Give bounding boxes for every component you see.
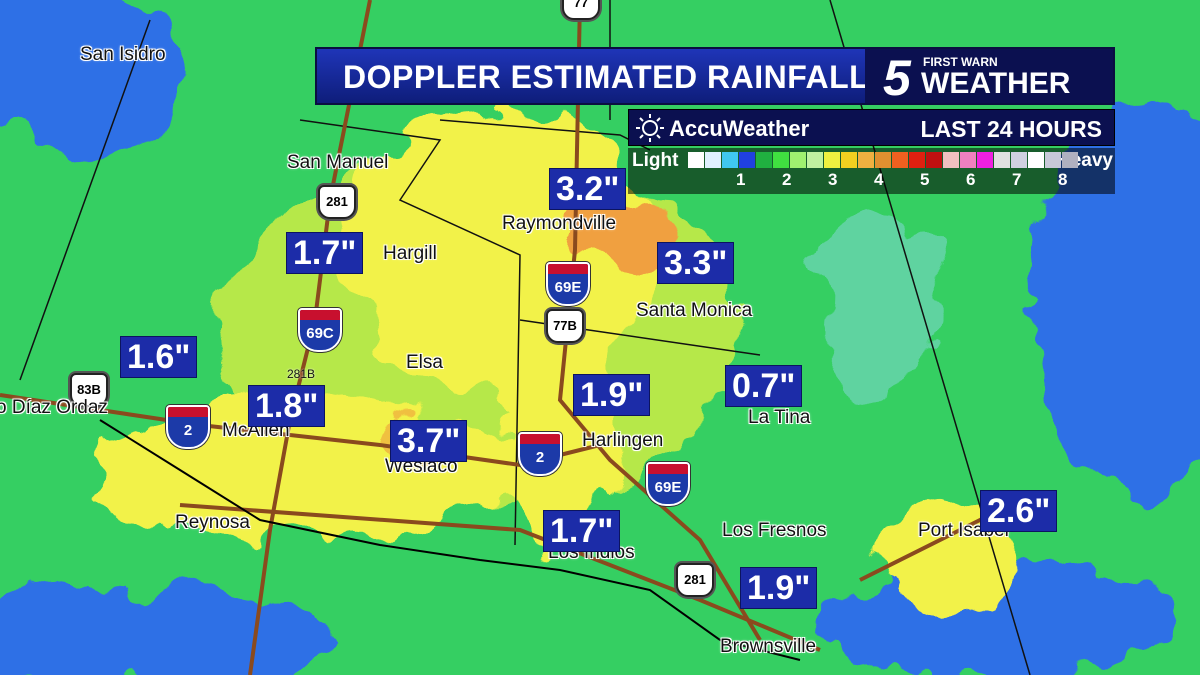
legend-swatch [688, 152, 704, 168]
legend-swatch [994, 152, 1010, 168]
provider: AccuWeather [669, 116, 810, 141]
place-label: Los Fresnos [722, 520, 827, 541]
legend-swatch [756, 152, 772, 168]
interstate-shield: 2 [518, 432, 562, 476]
station-brand: 5 FIRST WARN WEATHER [865, 49, 1113, 106]
place-label: Hargill [383, 243, 437, 264]
place-label: Santa Monica [636, 300, 753, 321]
us-highway-shield: 83B [70, 373, 108, 407]
rainfall-total: 1.9" [740, 567, 818, 609]
legend-swatch [841, 152, 857, 168]
rainfall-total: 1.7" [286, 232, 364, 274]
place-label: La Tina [748, 407, 811, 428]
legend-swatch [705, 152, 721, 168]
period: LAST 24 HOURS [920, 116, 1102, 142]
legend-swatch [926, 152, 942, 168]
legend-tick: 3 [828, 170, 838, 189]
legend-swatch [1062, 152, 1078, 168]
river [99, 419, 801, 661]
legend-swatch [909, 152, 925, 168]
brand-number: 5 [883, 50, 911, 106]
rainfall-total: 3.2" [549, 168, 627, 210]
legend-swatch [807, 152, 823, 168]
place-label: San Isidro [80, 44, 166, 65]
legend-low: Light [632, 150, 679, 171]
legend-swatch [1045, 152, 1061, 168]
brand-tagline: FIRST WARN [923, 55, 998, 69]
sun-logo [636, 114, 664, 142]
place-label: o Díaz Ordaz [0, 397, 108, 418]
legend-swatch [739, 152, 755, 168]
rainfall-total: 1.9" [573, 374, 651, 416]
legend-tick: 6 [966, 170, 976, 189]
legend-swatch [892, 152, 908, 168]
legend-swatch [875, 152, 891, 168]
place-label: Raymondville [502, 213, 617, 234]
interstate-shield: 69E [646, 462, 690, 506]
us-highway-shield: 281 [318, 185, 356, 219]
legend-swatch [722, 152, 738, 168]
place-label: Reynosa [175, 512, 250, 533]
subheader-bar: AccuWeather LAST 24 HOURS [628, 109, 1115, 146]
legend-swatch [790, 152, 806, 168]
rainfall-total: 1.8" [248, 385, 326, 427]
legend-swatch [977, 152, 993, 168]
legend-tick: 8 [1058, 170, 1068, 189]
legend-swatch [773, 152, 789, 168]
brand-word: WEATHER [921, 67, 1071, 100]
legend-tick: 2 [782, 170, 792, 189]
legend-swatch [1028, 152, 1044, 168]
place-label: Brownsville [720, 636, 817, 657]
header-bar: DOPPLER ESTIMATED RAINFALL 5 FIRST WARN … [315, 47, 1115, 106]
us-highway-shield: 77B [546, 309, 584, 343]
legend-tick: 5 [920, 170, 930, 189]
legend-swatch [824, 152, 840, 168]
us-highway-shield: 281 [676, 563, 714, 597]
legend-tick: 1 [736, 170, 746, 189]
legend-swatches [688, 152, 1078, 168]
rainfall-total: 3.7" [390, 420, 468, 462]
rainfall-total: 3.3" [657, 242, 735, 284]
legend-swatch [960, 152, 976, 168]
rainfall-total: 0.7" [725, 365, 803, 407]
legend-tick: 7 [1012, 170, 1022, 189]
legend-tick: 4 [874, 170, 884, 189]
legend-swatch [1011, 152, 1027, 168]
legend-swatch [858, 152, 874, 168]
rainfall-total: 2.6" [980, 490, 1058, 532]
place-label: Elsa [406, 352, 443, 373]
interstate-shield: 69E [546, 262, 590, 306]
interstate-shield: 2 [166, 405, 210, 449]
highway-label: 281B [287, 367, 316, 381]
us-highway-shield: 77 [562, 0, 600, 20]
interstate-shield: 69C [298, 308, 342, 352]
header-title: DOPPLER ESTIMATED RAINFALL [343, 59, 870, 95]
rainfall-total: 1.6" [120, 336, 198, 378]
place-label: Harlingen [582, 430, 664, 451]
legend-swatch [943, 152, 959, 168]
rainfall-total: 1.7" [543, 510, 621, 552]
place-label: San Manuel [287, 152, 389, 173]
